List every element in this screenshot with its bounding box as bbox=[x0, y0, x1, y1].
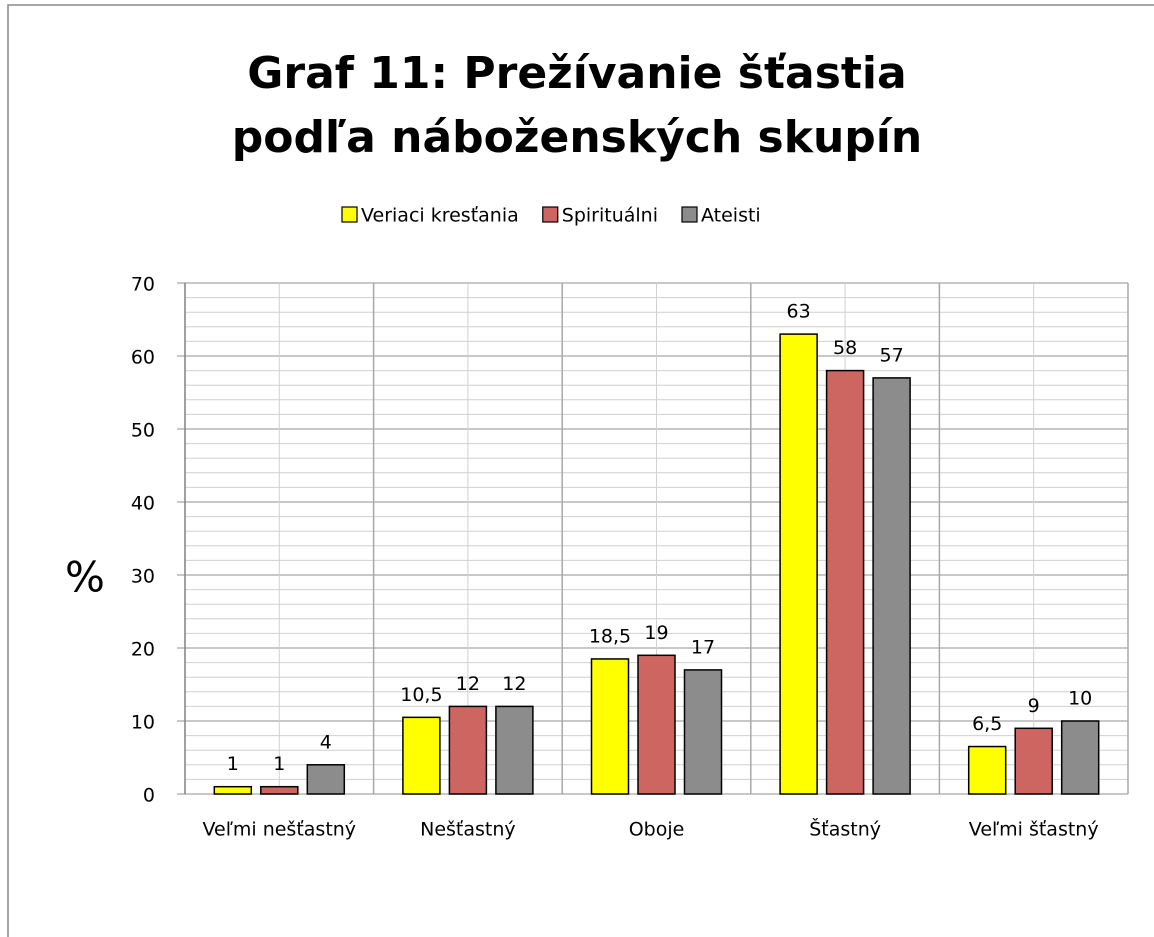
data-label: 4 bbox=[320, 731, 332, 753]
y-tick-label: 70 bbox=[131, 274, 155, 296]
data-label: 10 bbox=[1068, 688, 1092, 710]
frame bbox=[7, 4, 1154, 937]
bar bbox=[495, 705, 534, 795]
data-label: 18,5 bbox=[589, 625, 631, 647]
bar bbox=[637, 654, 676, 795]
bar bbox=[1014, 727, 1053, 795]
x-tick-label: Nešťastný bbox=[420, 819, 516, 841]
x-tick-label: Veľmi šťastný bbox=[969, 819, 1099, 841]
bar bbox=[872, 377, 911, 795]
bar bbox=[1060, 720, 1100, 795]
bar bbox=[213, 785, 253, 795]
legend-swatch bbox=[681, 206, 698, 223]
bar bbox=[260, 785, 299, 795]
data-label: 12 bbox=[502, 673, 526, 695]
bar bbox=[402, 716, 441, 795]
bar bbox=[448, 705, 488, 795]
y-tick-label: 20 bbox=[131, 639, 155, 661]
bar bbox=[306, 764, 346, 795]
legend-swatch bbox=[341, 206, 358, 223]
legend-swatch bbox=[542, 206, 559, 223]
legend-label: Ateisti bbox=[701, 205, 761, 227]
y-tick-label: 0 bbox=[143, 785, 155, 807]
x-tick-label: Šťastný bbox=[809, 817, 881, 841]
x-tick-label: Veľmi nešťastný bbox=[203, 819, 357, 841]
bar bbox=[683, 669, 723, 795]
bar bbox=[590, 658, 630, 795]
data-label: 63 bbox=[787, 301, 811, 323]
bar bbox=[779, 333, 818, 795]
chart-title: Graf 11: Prežívanie šťastia podľa nábože… bbox=[231, 48, 923, 163]
y-axis-label: % bbox=[65, 553, 105, 602]
bar bbox=[967, 745, 1007, 795]
data-label: 10,5 bbox=[400, 684, 442, 706]
data-label: 19 bbox=[644, 622, 668, 644]
data-label: 1 bbox=[273, 753, 285, 775]
y-tick-label: 50 bbox=[131, 420, 155, 442]
legend-label: Veriaci kresťania bbox=[361, 205, 519, 227]
data-label: 17 bbox=[691, 636, 715, 658]
data-label: 12 bbox=[456, 673, 480, 695]
data-label: 57 bbox=[880, 344, 904, 366]
data-label: 1 bbox=[227, 753, 239, 775]
data-label: 6,5 bbox=[972, 713, 1002, 735]
bar bbox=[825, 369, 865, 795]
data-label: 58 bbox=[833, 337, 857, 359]
y-tick-label: 60 bbox=[131, 347, 155, 369]
y-tick-label: 10 bbox=[131, 712, 155, 734]
x-tick-label: Oboje bbox=[629, 819, 685, 841]
y-tick-label: 40 bbox=[131, 493, 155, 515]
y-tick-label: 30 bbox=[131, 566, 155, 588]
data-label: 9 bbox=[1028, 695, 1040, 717]
legend-label: Spirituálni bbox=[562, 205, 658, 227]
